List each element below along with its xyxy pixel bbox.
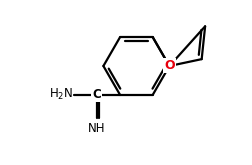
Text: NH: NH xyxy=(88,122,105,135)
Text: C: C xyxy=(92,88,101,101)
Text: H$_2$N: H$_2$N xyxy=(49,87,73,102)
Text: O: O xyxy=(164,60,174,72)
